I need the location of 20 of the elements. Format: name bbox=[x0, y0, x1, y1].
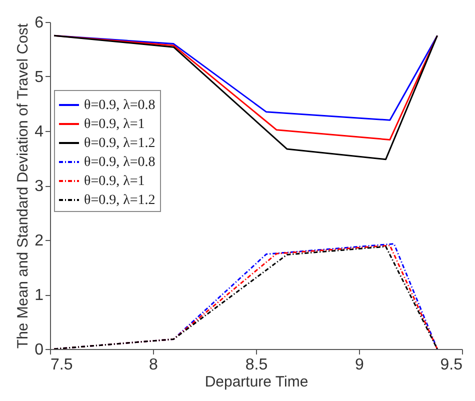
y-tick-label: 3 bbox=[34, 178, 44, 195]
legend-label: θ=0.9, λ=1.2 bbox=[84, 136, 156, 151]
y-tick-label: 1 bbox=[34, 287, 44, 304]
x-tick-label: 8.5 bbox=[245, 356, 268, 374]
y-tick-label: 2 bbox=[34, 232, 44, 250]
legend-label: θ=0.9, λ=0.8 bbox=[84, 98, 156, 113]
y-tick-label: 6 bbox=[34, 14, 44, 32]
y-tick-label: 0 bbox=[34, 342, 44, 358]
legend-label: θ=0.9, λ=1 bbox=[84, 117, 145, 132]
x-tick-label: 8 bbox=[149, 356, 158, 374]
legend-label: θ=0.9, λ=0.8 bbox=[84, 155, 156, 170]
x-tick-label: 7.5 bbox=[50, 356, 73, 374]
x-tick-label: 9.5 bbox=[440, 356, 463, 374]
y-axis-title: The Mean and Standard Deviation of Travel Cost bbox=[14, 22, 32, 349]
x-axis-title: Departure Time bbox=[204, 374, 308, 390]
legend-label: θ=0.9, λ=1 bbox=[84, 174, 145, 189]
x-tick-label: 9 bbox=[355, 356, 364, 374]
y-tick-label: 4 bbox=[34, 124, 44, 140]
y-tick-label: 5 bbox=[34, 69, 44, 86]
legend-label: θ=0.9, λ=1.2 bbox=[84, 193, 156, 208]
